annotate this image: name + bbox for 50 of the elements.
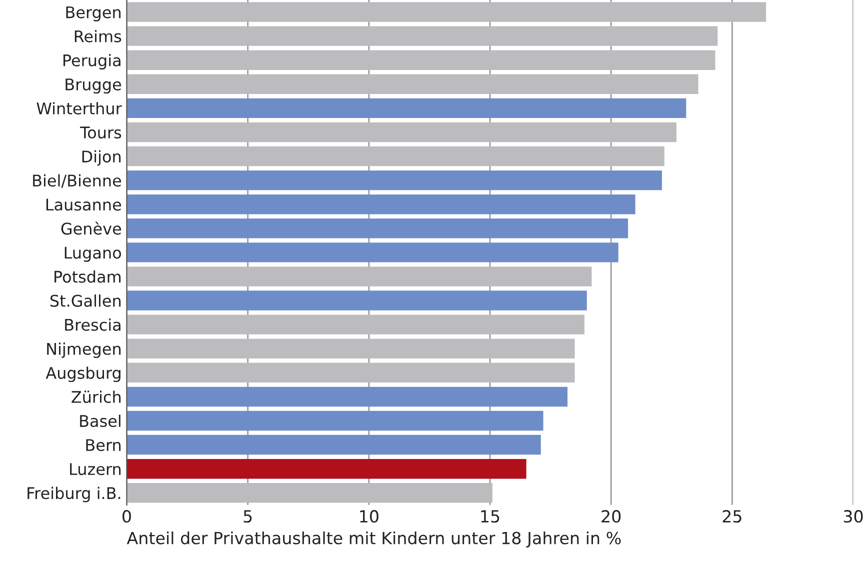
y-tick-label: Luzern [70,463,121,476]
bar [126,74,698,94]
x-axis-title: Anteil der Privathaushalte mit Kindern unter 18 Jahren in % [126,531,621,548]
y-tick-label: Augsburg [46,366,120,382]
x-tick-label: 25 [722,510,742,523]
y-tick-label: Tours [80,126,122,139]
y-tick-label: Zürich [72,390,121,403]
y-tick-label: Potsdam [54,270,121,283]
bar [126,170,662,190]
y-tick-label: Brugge [66,78,122,94]
bar [126,242,618,262]
bar [126,98,686,118]
y-tick-label: Freiburg i.B. [28,486,120,502]
y-tick-label: Lausanne [46,198,122,211]
y-tick-label: St.Gallen [50,294,121,307]
y-tick-label: Genève [61,222,122,235]
bar [126,194,636,214]
bar [126,434,541,455]
y-tick-label: Basel [80,414,120,428]
y-tick-label: Brescia [65,318,120,331]
y-tick-label: Bergen [66,6,121,22]
y-tick-label: Bern [86,439,121,452]
y-tick-label: Biel/Bienne [33,174,122,188]
y-tick-label: Dijon [82,150,121,166]
bar [126,290,587,310]
bar [126,410,544,431]
y-tick-label: Lugano [64,246,121,262]
bar [126,338,575,358]
bar [126,2,766,22]
x-tick-label: 0 [122,510,131,523]
x-tick-label: 5 [244,510,252,523]
x-tick-label: 30 [844,510,863,523]
x-tick-label: 15 [481,510,500,523]
bar [126,26,718,46]
bar [126,218,628,238]
y-tick-label: Perugia [64,54,120,70]
bar [126,50,716,70]
y-tick-label: Reims [74,30,122,42]
bar [126,122,676,142]
bar [126,146,664,166]
x-tick-label: 10 [360,510,378,523]
bar [126,266,592,286]
bar [126,362,575,383]
y-tick-label: Nijmegen [47,342,121,358]
bar [126,386,568,407]
bar [126,314,584,334]
y-tick-label: Winterthur [36,102,122,114]
bar [126,483,492,503]
x-tick-label: 20 [602,510,621,523]
bar [126,458,526,479]
